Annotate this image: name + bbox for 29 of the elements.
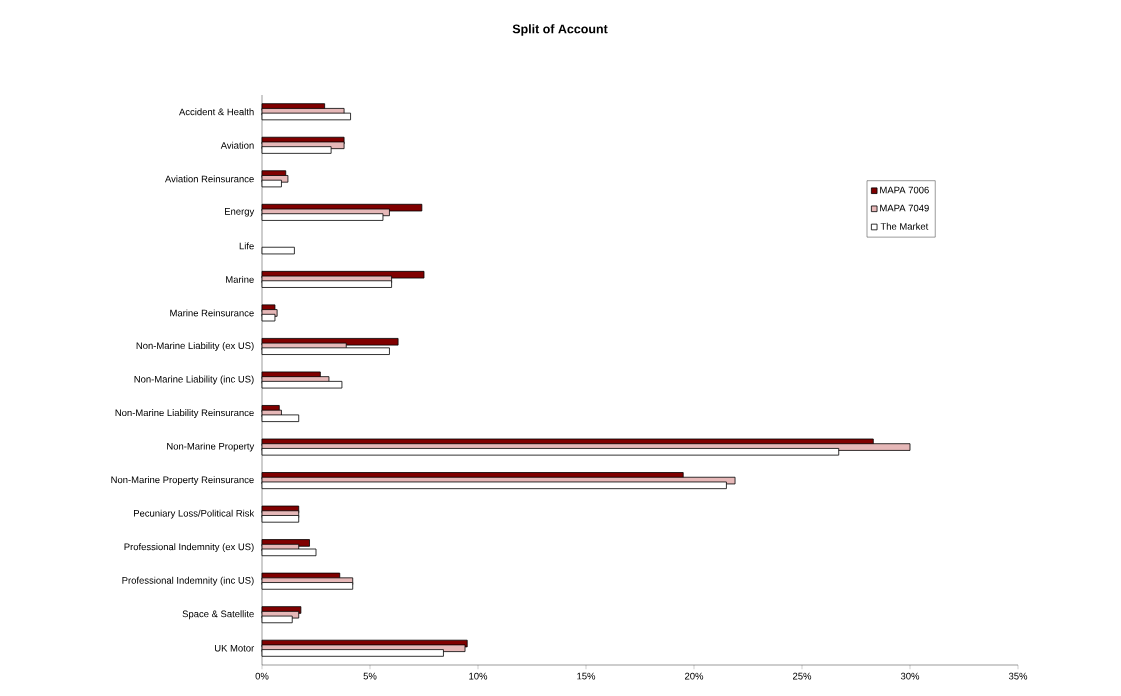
chart-title: Split of Account (512, 24, 608, 36)
y-tick-label: Marine (226, 275, 254, 283)
y-tick-label: Professional Indemnity (inc US) (122, 576, 254, 586)
y-tick-label: Non-Marine Liability Reinsurance (115, 409, 254, 418)
y-tick-label: Non-Marine Liability (ex US) (136, 342, 254, 351)
y-tick-label: Non-Marine Property Reinsurance (111, 476, 254, 486)
x-tick-label: 25% (793, 672, 812, 680)
legend-label: The Market (880, 222, 929, 230)
legend-label: MAPA 7006 (880, 186, 929, 194)
x-tick-label: 20% (685, 672, 704, 680)
legend-label: MAPA 7049 (880, 204, 929, 212)
x-tick-label: 10% (469, 672, 488, 680)
y-tick-label: Life (239, 242, 254, 250)
y-tick-label: Aviation (220, 141, 254, 149)
x-tick-label: 15% (577, 672, 596, 680)
y-tick-label: Aviation Reinsurance (164, 175, 254, 183)
x-tick-label: 0% (255, 672, 269, 680)
y-tick-label: UK Motor (214, 644, 255, 652)
x-tick-label: 35% (1008, 672, 1028, 680)
y-tick-label: Non-Marine Liability (inc US) (134, 375, 254, 385)
y-tick-label: Professional Indemnity (ex US) (124, 543, 254, 553)
x-tick-label: 30% (900, 672, 920, 680)
y-tick-label: Marine Reinsurance (170, 309, 254, 317)
x-tick-label: 5% (363, 672, 377, 680)
y-tick-label: Energy (225, 208, 255, 217)
y-tick-label: Non-Marine Property (167, 442, 255, 452)
y-tick-label: Pecuniary Loss/Political Risk (134, 509, 255, 519)
y-tick-label: Accident & Health (179, 108, 254, 116)
y-tick-label: Space & Satellite (182, 610, 254, 620)
